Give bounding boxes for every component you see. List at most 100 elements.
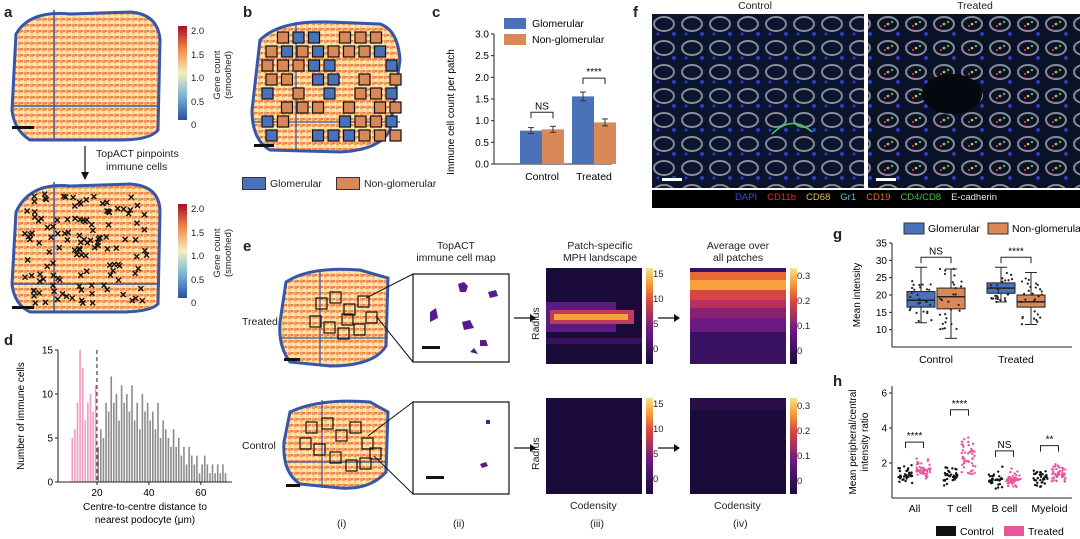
- immune-cell-marker: [73, 251, 80, 258]
- h-data-point-control: [1044, 474, 1047, 478]
- c-y-tick: 0.0: [475, 160, 489, 171]
- h-category-label: All: [909, 503, 921, 515]
- g-data-point: [939, 328, 942, 331]
- immune-cell-marker: [129, 297, 136, 304]
- d-y-tick: 15: [42, 346, 54, 357]
- scale-bar: [12, 126, 34, 129]
- g-data-point: [990, 286, 993, 289]
- patch-outline: [329, 291, 342, 304]
- glomerular-patch: [307, 31, 321, 44]
- f-stain-legend: DAPI CD11b CD68 Gr1 CD19 CD4/CD8 E-cadhe…: [652, 192, 1080, 203]
- g-legend-swatch: [987, 222, 1009, 235]
- immune-cell-marker: [127, 207, 134, 214]
- g-data-point: [1020, 323, 1024, 326]
- h-data-point-control: [1001, 465, 1004, 468]
- h-legend-swatch: [1004, 526, 1024, 536]
- h-y-tick: 4: [881, 424, 887, 435]
- d-bar-near: [87, 402, 89, 482]
- immune-cell-marker: [111, 261, 118, 268]
- panel-a-figure: [10, 10, 187, 314]
- g-data-point: [928, 288, 931, 291]
- non-glomerular-patch: [369, 115, 383, 128]
- d-bar-far: [110, 376, 113, 482]
- h-data-point-treated: [1015, 474, 1018, 477]
- h-significance-bracket: [995, 450, 1014, 457]
- h-data-point-control: [994, 478, 997, 482]
- h-data-point-treated: [1063, 473, 1066, 476]
- h-data-point-control: [1035, 484, 1039, 487]
- immune-cell-marker: [31, 193, 38, 200]
- f-image-control: [652, 14, 864, 188]
- immune-cell-marker: [115, 277, 122, 284]
- h-data-point-treated: [970, 462, 974, 465]
- h-data-point-control: [1041, 480, 1044, 484]
- legend-glomerular: Glomerular: [270, 177, 322, 190]
- g-data-point: [908, 309, 911, 312]
- d-bar-far: [211, 464, 214, 482]
- non-glomerular-patch: [292, 59, 305, 72]
- immune-cell-marker: [54, 217, 61, 224]
- g-data-point: [944, 269, 947, 272]
- d-bar-far: [131, 385, 133, 482]
- h-data-point-control: [904, 479, 907, 483]
- immune-cell-marker: [139, 297, 146, 304]
- stain-dapi: DAPI: [734, 192, 758, 203]
- h-data-point-control: [987, 473, 991, 476]
- g-significance-label: NS: [929, 246, 943, 257]
- c-significance-bracket: [582, 77, 606, 85]
- h-data-point-treated: [1016, 470, 1019, 473]
- g-data-point: [996, 284, 999, 287]
- h-data-point-treated: [1061, 467, 1065, 470]
- immune-cell-marker: [96, 234, 103, 241]
- non-glomerular-patch: [280, 101, 294, 114]
- immune-cell-marker: [90, 193, 97, 200]
- immune-cell-marker: [64, 216, 71, 223]
- g-data-point: [912, 283, 915, 286]
- c-legend: Glomerular Non-glomerular: [504, 18, 605, 46]
- immune-cell-marker: [48, 234, 55, 241]
- immune-cell-marker: [31, 292, 38, 299]
- h-significance-label: ****: [907, 431, 923, 442]
- g-data-point: [929, 283, 932, 286]
- c-y-tick: 0.5: [475, 138, 489, 149]
- h-data-point-treated: [971, 442, 975, 446]
- panel-g-label: g: [833, 226, 843, 243]
- immune-cell-marker: [110, 267, 117, 274]
- g-data-point: [954, 293, 957, 296]
- g-data-point: [918, 298, 921, 301]
- d-y-tick: 10: [42, 390, 54, 401]
- immune-cell-marker: [31, 208, 38, 215]
- immune-cell-marker: [120, 291, 127, 298]
- h-data-point-control: [903, 473, 907, 476]
- patch-outline: [369, 447, 382, 460]
- e-tissue-control: [282, 399, 390, 490]
- h-data-point-treated: [1061, 469, 1064, 472]
- non-glomerular-patch: [389, 101, 402, 114]
- h-data-point-treated: [926, 459, 929, 462]
- h-category-label: Myeloid: [1031, 503, 1067, 515]
- h-data-point-treated: [1062, 475, 1065, 478]
- d-bar-far: [180, 455, 183, 482]
- non-glomerular-patch: [358, 129, 371, 142]
- non-glomerular-patch: [373, 101, 387, 114]
- panel-h-label: h: [833, 373, 843, 390]
- h-legend-swatch: [936, 526, 956, 536]
- stain-cd19: CD19: [866, 192, 891, 203]
- h-data-point-control: [998, 475, 1001, 478]
- glomerular-patch: [327, 73, 340, 86]
- h-data-point-treated: [921, 472, 925, 476]
- g-data-point: [1034, 282, 1038, 285]
- glomerular-patch: [338, 115, 352, 128]
- h-significance-bracket: [950, 409, 969, 416]
- g-data-point: [926, 311, 929, 315]
- h-data-point-control: [1039, 485, 1042, 489]
- d-bar-near: [92, 411, 94, 482]
- non-glomerular-patch: [276, 59, 290, 72]
- g-data-point: [1001, 277, 1004, 280]
- immune-cell-marker: [36, 289, 43, 296]
- h-data-point-treated: [1006, 479, 1010, 483]
- d-bar-near: [79, 350, 81, 482]
- h-data-point-treated: [961, 449, 965, 452]
- h-data-point-treated: [1009, 470, 1012, 474]
- h-data-point-control: [1000, 485, 1004, 489]
